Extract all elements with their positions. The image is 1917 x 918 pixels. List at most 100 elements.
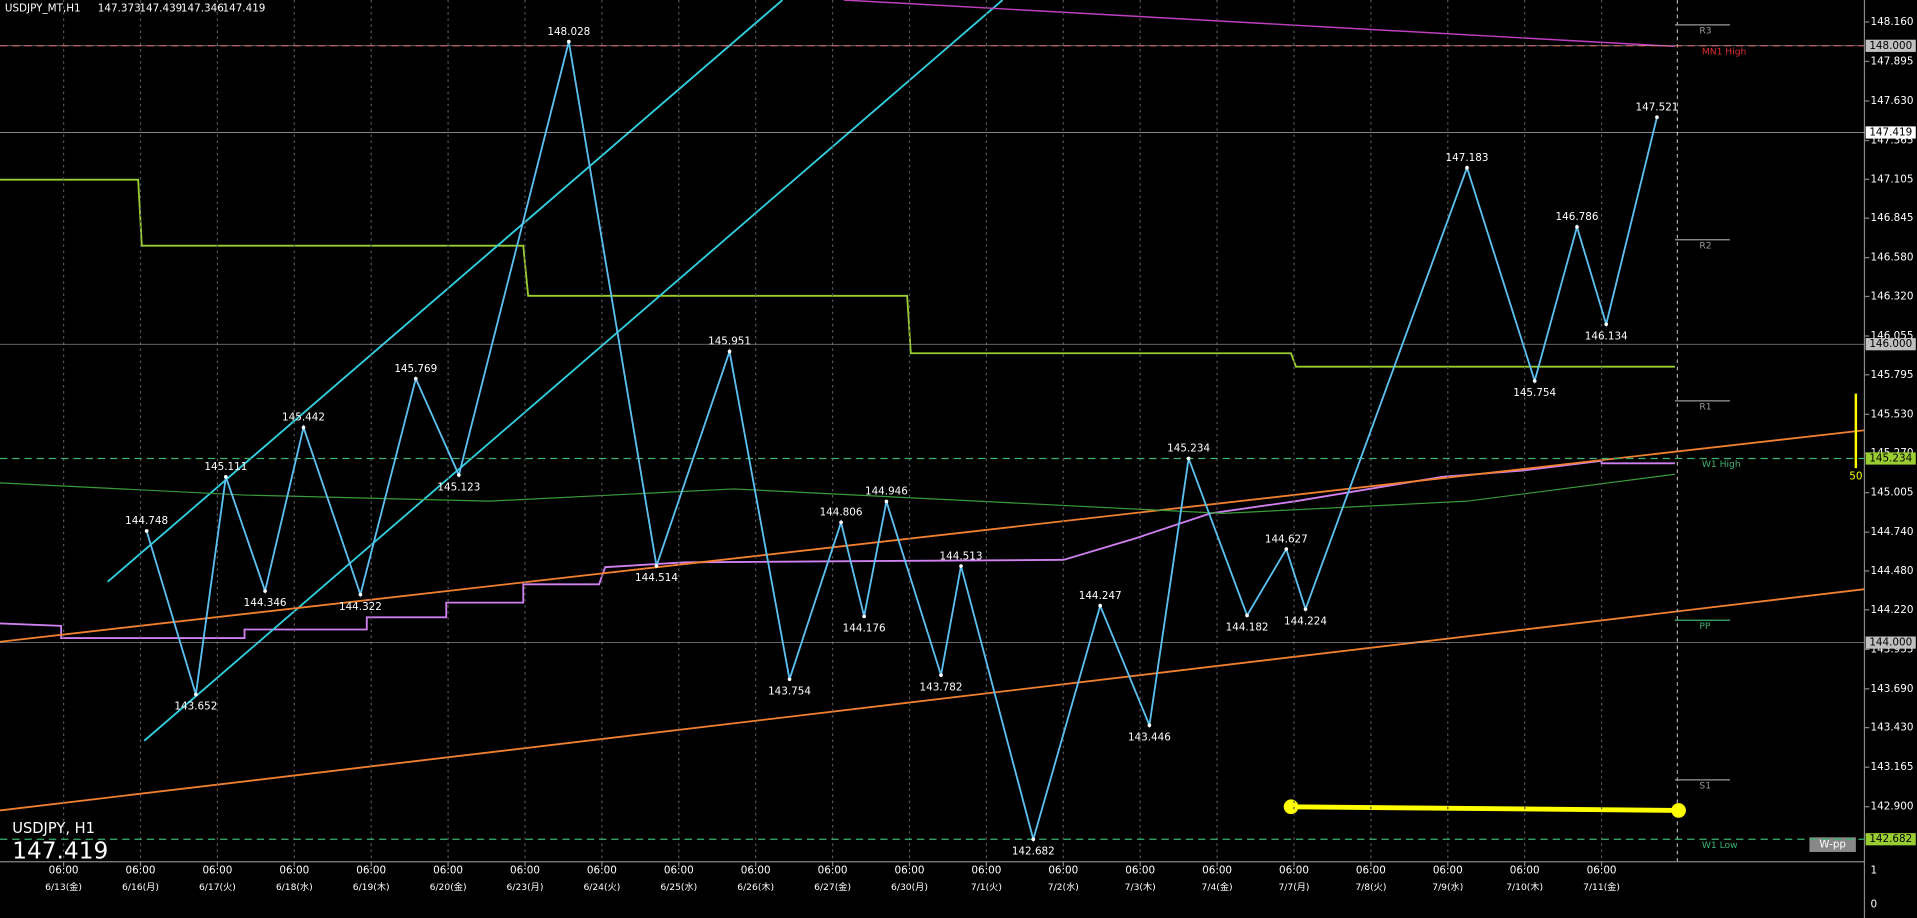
extreme-point <box>839 520 843 525</box>
x-session-label: 06:00 <box>202 864 232 876</box>
extreme-label: 145.754 <box>1513 387 1556 399</box>
level-label: W1 High <box>1702 459 1741 470</box>
y-tick-label: 147.895 <box>1871 55 1914 67</box>
x-tick-label: 6/26(木) <box>737 881 774 893</box>
extreme-label: 145.951 <box>708 336 751 348</box>
x-tick-label: 6/24(火) <box>583 882 620 893</box>
tool-handle[interactable] <box>1671 803 1686 818</box>
header-ohlc: 147.439 <box>139 3 182 15</box>
extreme-point <box>1098 603 1103 608</box>
extreme-label: 143.754 <box>768 686 811 698</box>
x-tick-label: 6/30(月) <box>891 882 928 893</box>
tool-label[interactable]: W-pp <box>1819 839 1846 851</box>
y-tick-label: 147.105 <box>1871 173 1914 185</box>
extreme-point <box>1303 607 1308 612</box>
y-tick-label: 145.795 <box>1871 369 1914 381</box>
x-tick-label: 7/9(水) <box>1432 881 1463 893</box>
y-tick-label: 142.900 <box>1871 801 1914 813</box>
extreme-point <box>1575 225 1579 229</box>
price-tag-label: 147.419 <box>1869 126 1912 138</box>
price-tag-label: 146.000 <box>1869 338 1912 350</box>
extreme-label: 145.442 <box>282 412 325 424</box>
extreme-label: 147.183 <box>1446 152 1489 164</box>
y-tick-label: 146.055 <box>1871 330 1914 342</box>
extreme-label: 146.134 <box>1585 330 1628 342</box>
x-session-label: 06:00 <box>971 864 1001 876</box>
price-tag-label: 144.000 <box>1869 637 1912 649</box>
extreme-point <box>263 589 267 593</box>
extreme-label: 145.123 <box>437 481 480 493</box>
x-session-label: 06:00 <box>1202 864 1232 876</box>
price-tag-label: 148.000 <box>1869 40 1912 52</box>
extreme-label: 144.514 <box>635 572 678 584</box>
extreme-point <box>457 473 461 477</box>
extreme-label: 142.682 <box>1012 845 1055 857</box>
y-tick-label: 147.630 <box>1871 95 1914 107</box>
x-session-label: 06:00 <box>1125 864 1155 876</box>
y-tick-label: 147.365 <box>1871 135 1914 147</box>
x-session-label: 06:00 <box>1433 864 1463 876</box>
extreme-point <box>959 564 963 568</box>
x-tick-label: 6/13(金) <box>45 881 82 893</box>
extreme-label: 144.627 <box>1265 533 1308 545</box>
extreme-point <box>654 564 659 568</box>
pivot-label: PP <box>1699 621 1711 632</box>
x-session-label: 06:00 <box>895 864 925 876</box>
extreme-point <box>1031 837 1036 842</box>
extreme-label: 144.513 <box>940 550 983 562</box>
y-tick-label: 146.580 <box>1871 252 1914 264</box>
pivot-label: R2 <box>1699 240 1711 251</box>
x-session-label: 06:00 <box>433 864 463 876</box>
x-tick-label: 6/19(木) <box>353 881 390 893</box>
extreme-point <box>787 677 792 682</box>
x-tick-label: 6/20(金) <box>430 881 467 893</box>
y-tick-label: 143.430 <box>1871 722 1914 734</box>
extreme-label: 144.806 <box>820 507 863 519</box>
y-tick-label: 145.005 <box>1871 487 1914 499</box>
header-ohlc: 147.346 <box>181 3 224 15</box>
price-tag <box>1865 338 1916 351</box>
x-session-label: 06:00 <box>1510 864 1540 876</box>
extreme-label: 143.782 <box>920 681 963 693</box>
x-session-label: 06:00 <box>279 864 309 876</box>
x-tick-label: 6/16(月) <box>122 882 159 893</box>
y-tick-label: 143.165 <box>1871 761 1914 773</box>
x-tick-label: 6/27(金) <box>814 881 851 893</box>
pivot-label: R1 <box>1699 402 1711 413</box>
x-tick-label: 7/8(火) <box>1355 882 1386 893</box>
extreme-label: 145.769 <box>394 363 437 375</box>
trend-line <box>0 588 1865 812</box>
x-session-label: 06:00 <box>356 864 386 876</box>
trend-line <box>143 0 1004 742</box>
x-session-label: 06:00 <box>587 864 617 876</box>
price-tag <box>1865 39 1916 52</box>
tool-handle[interactable] <box>1283 799 1299 815</box>
header-ohlc: 147.419 <box>223 3 266 15</box>
y-tick-label: 146.320 <box>1871 290 1914 302</box>
x-tick-label: 7/4(金) <box>1202 881 1233 893</box>
extreme-point <box>1532 379 1537 383</box>
extreme-label: 143.446 <box>1128 731 1171 743</box>
trend-line <box>106 0 784 583</box>
extreme-point <box>144 529 149 533</box>
extreme-point <box>1147 723 1152 728</box>
x-tick-label: 7/2(水) <box>1048 881 1079 893</box>
y-tick-label: 143.955 <box>1871 643 1914 655</box>
extreme-point <box>301 425 306 430</box>
extreme-point <box>1604 322 1609 327</box>
trend-line <box>843 0 1675 48</box>
tool-box[interactable] <box>1809 837 1856 852</box>
price-tag <box>1865 452 1916 465</box>
y-tick-label: 146.845 <box>1871 212 1914 224</box>
subwindow-scale: 0 <box>1871 899 1878 911</box>
extreme-point <box>862 614 866 619</box>
extreme-point <box>413 376 418 381</box>
header-ohlc: 147.373 <box>98 3 141 15</box>
price-tag <box>1865 126 1916 139</box>
x-session-label: 06:00 <box>1356 864 1386 876</box>
price-tag-label: 142.682 <box>1869 833 1912 845</box>
extreme-point <box>566 39 571 44</box>
extreme-label: 144.224 <box>1284 615 1327 627</box>
extreme-label: 143.652 <box>174 701 217 713</box>
